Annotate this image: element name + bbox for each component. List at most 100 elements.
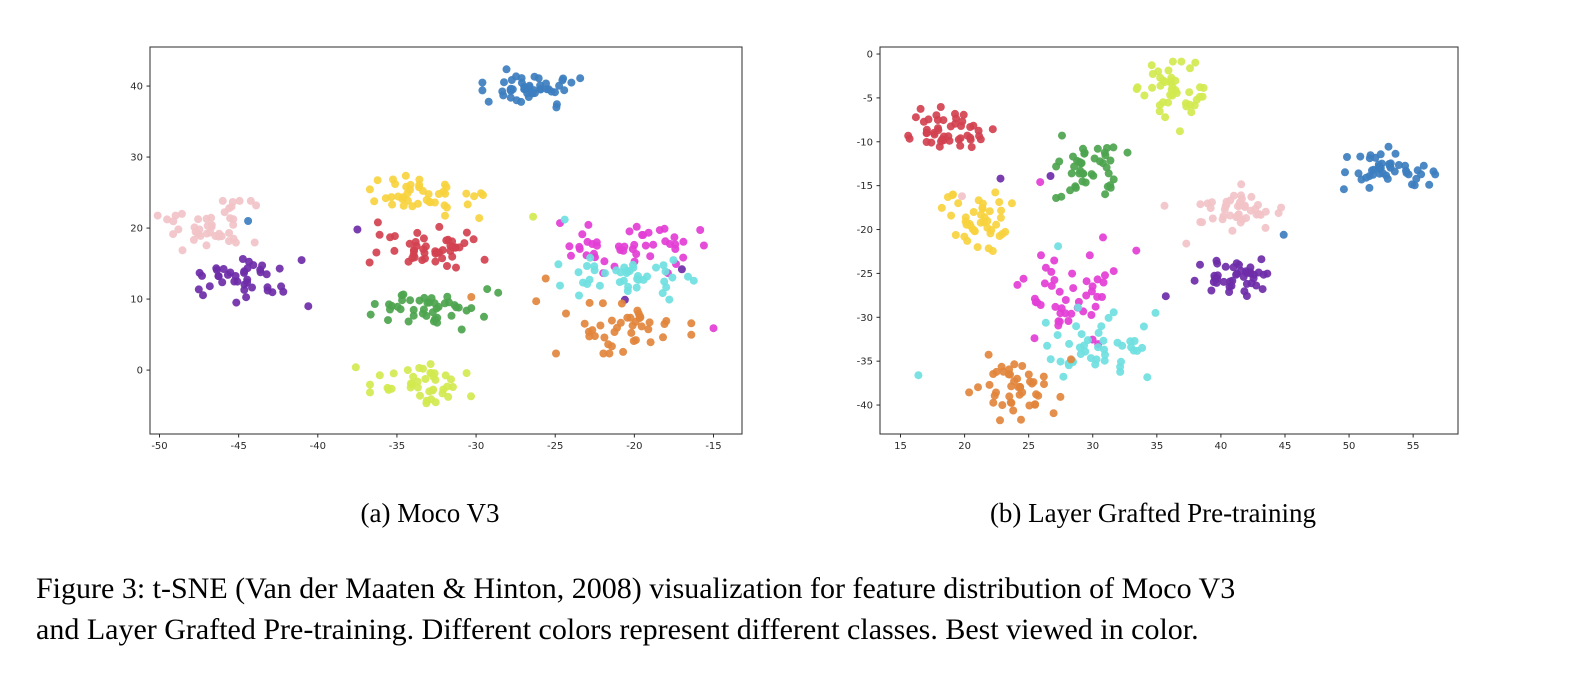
scatter-point (1225, 288, 1234, 296)
scatter-point (351, 363, 360, 372)
scatter-point (660, 320, 669, 328)
scatter-point (1077, 330, 1086, 339)
scatter-point (944, 132, 953, 141)
scatter-point (1033, 298, 1042, 307)
x-tick-label: -40 (310, 441, 326, 452)
scatter-point (196, 231, 205, 240)
scatter-point (699, 241, 708, 250)
scatter-point (1087, 170, 1096, 179)
cluster-yellow (937, 188, 1016, 255)
scatter-point (590, 262, 599, 271)
scatter-point (411, 238, 420, 246)
scatter-point (1101, 271, 1109, 280)
scatter-point (963, 236, 972, 245)
scatter-point (584, 220, 593, 229)
scatter-point (1258, 285, 1267, 294)
subcaption-b: (b) Layer Grafted Pre-training (989, 498, 1317, 528)
scatter-point (1375, 165, 1384, 174)
scatter-point (199, 291, 207, 300)
scatter-point (1368, 166, 1376, 175)
scatter-point (634, 275, 643, 284)
scatter-point (1013, 280, 1022, 289)
scatter-point (432, 304, 441, 313)
scatter-point (227, 202, 236, 211)
scatter-point (463, 200, 472, 209)
scatter-point (1410, 181, 1419, 190)
scatter-point (202, 241, 211, 250)
cluster-cyan (914, 242, 1160, 382)
scatter-point (1053, 331, 1062, 340)
scatter-point (552, 103, 561, 112)
cluster-lime (1132, 57, 1208, 136)
scatter-point (404, 317, 413, 326)
scatter-point (418, 256, 427, 265)
y-tick-label: -5 (863, 93, 873, 104)
scatter-point (416, 391, 424, 400)
scatter-point (433, 318, 442, 327)
scatter-point (542, 79, 550, 88)
scatter-point (434, 190, 443, 198)
scatter-point (250, 238, 259, 247)
cluster-magenta (1013, 178, 1141, 349)
scatter-point (552, 349, 560, 358)
x-tick-label: 25 (1022, 441, 1035, 452)
scatter-point (1365, 183, 1374, 192)
scatter-point (440, 180, 449, 189)
scatter-point (484, 97, 493, 106)
scatter-point (413, 228, 422, 237)
scatter-point (1235, 201, 1244, 210)
y-tick-label: -40 (857, 401, 873, 412)
scatter-point (600, 257, 609, 266)
scatter-point (419, 364, 427, 373)
scatter-point (1384, 142, 1393, 151)
scatter-point (384, 316, 392, 325)
scatter-point (1113, 338, 1122, 347)
scatter-point (1007, 199, 1016, 208)
scatter-point (366, 380, 374, 389)
scatter-point (983, 217, 992, 225)
scatter-point (386, 305, 394, 314)
scatter-point (1104, 313, 1113, 322)
scatter-point (396, 305, 405, 314)
scatter-point (207, 221, 216, 229)
scatter-point (1054, 242, 1063, 251)
scatter-point (1148, 83, 1157, 92)
y-tick-label: 40 (130, 82, 143, 93)
scatter-point (916, 104, 925, 113)
scatter-point (409, 305, 418, 314)
scatter-point (174, 225, 183, 234)
scatter-point (1148, 70, 1157, 78)
scatter-point (567, 251, 575, 260)
cluster-red (365, 218, 489, 272)
scatter-point (440, 299, 449, 308)
scatter-point (229, 234, 238, 243)
scatter-point (1356, 152, 1365, 161)
scatter-point (443, 292, 452, 301)
scatter-point (1076, 159, 1085, 168)
scatter-point (965, 388, 974, 397)
scatter-point (1129, 346, 1138, 355)
scatter-point (598, 299, 607, 308)
scatter-point (1196, 83, 1204, 92)
cluster-green (366, 285, 503, 334)
scatter-point (529, 212, 538, 221)
scatter-point (536, 85, 545, 94)
scatter-point (366, 388, 374, 397)
scatter-point (1075, 343, 1084, 352)
scatter-point (905, 134, 914, 143)
scatter-point (245, 257, 253, 266)
scatter-point (983, 223, 992, 232)
scatter-point (919, 117, 928, 126)
scatter-point (1029, 378, 1038, 387)
scatter-point (405, 239, 414, 248)
scatter-point (1139, 322, 1148, 331)
scatter-point (1017, 415, 1025, 424)
scatter-point (1431, 170, 1440, 179)
scatter-point (419, 245, 428, 254)
cluster-purple (194, 225, 686, 311)
scatter-point (583, 237, 592, 246)
scatter-point (585, 298, 594, 307)
scatter-point (649, 240, 658, 249)
scatter-point (947, 211, 956, 220)
scatter-point (530, 72, 539, 81)
